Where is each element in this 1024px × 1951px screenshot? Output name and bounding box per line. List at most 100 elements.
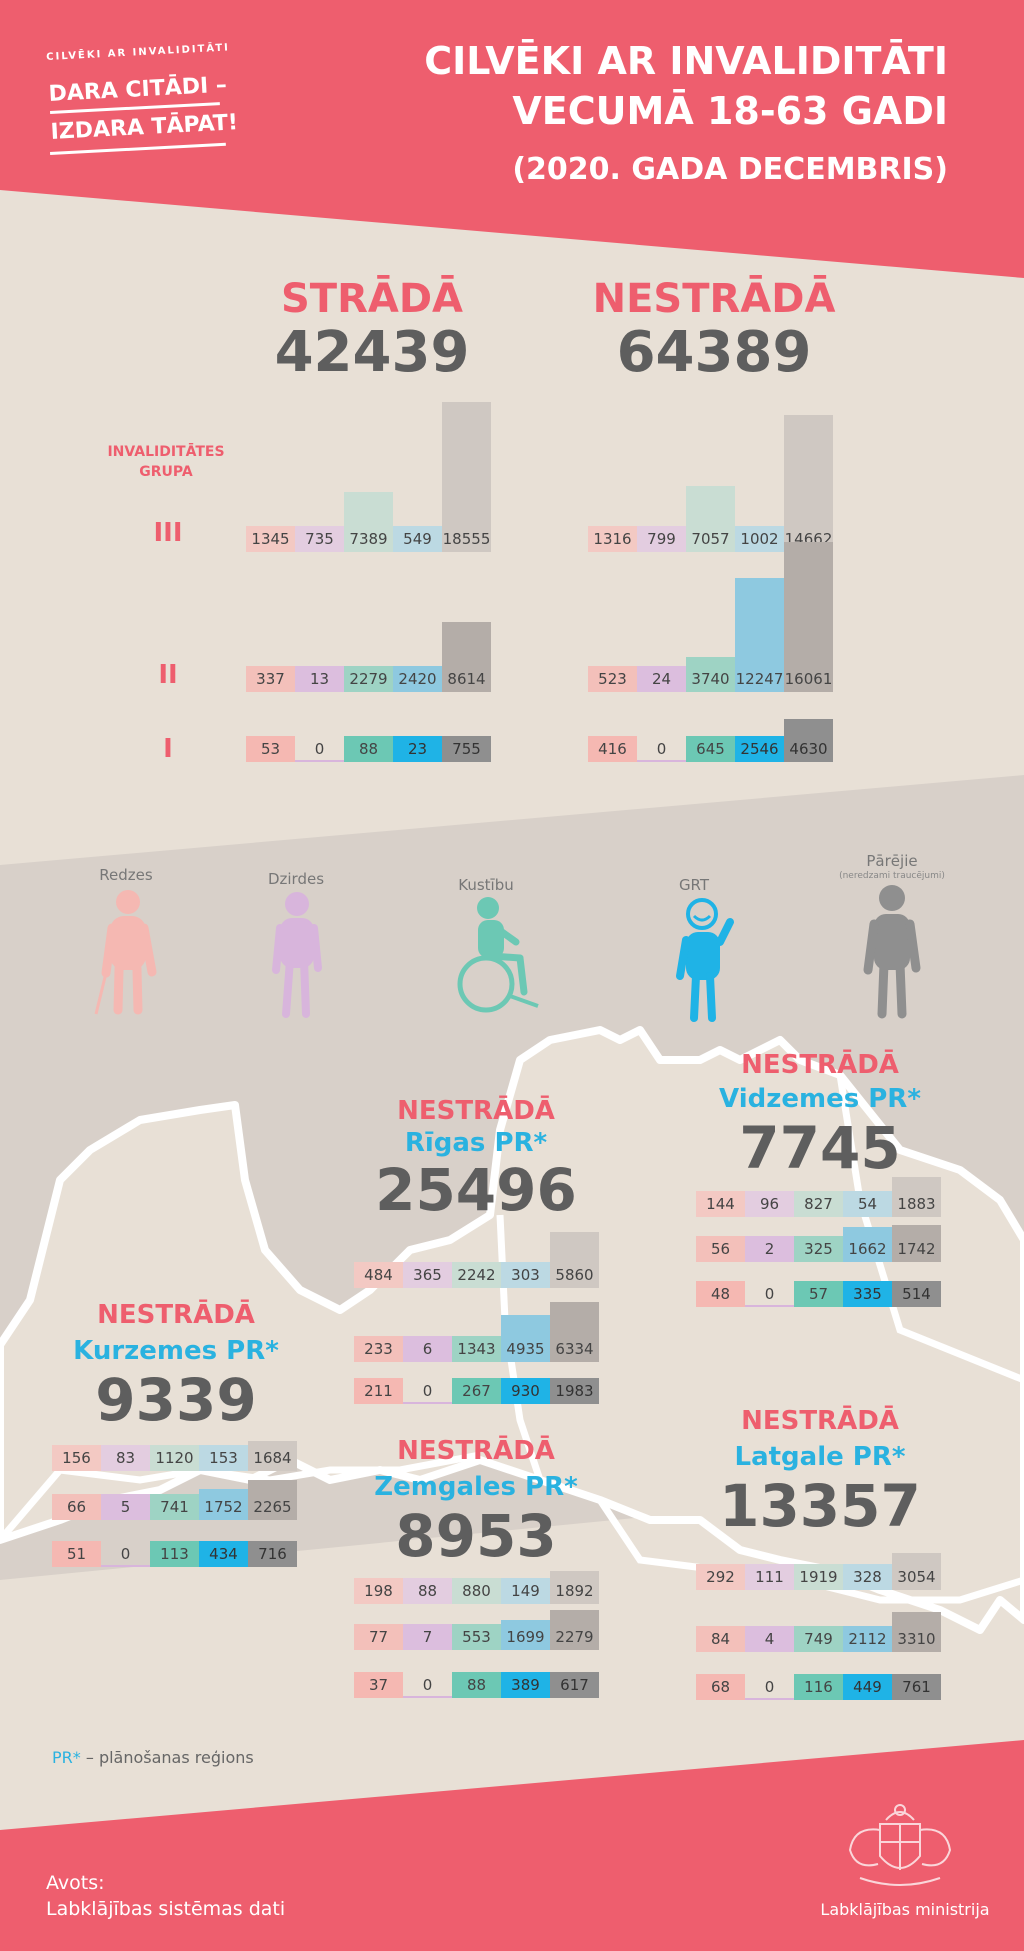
value-label: 88: [417, 1582, 438, 1600]
value-label: 2112: [848, 1630, 887, 1648]
value-label: 5860: [555, 1266, 594, 1284]
value-label: 153: [209, 1449, 238, 1467]
working-total: 42439: [274, 320, 470, 385]
value-label: 0: [120, 1545, 131, 1563]
bar-3-iii-redzes: [696, 1191, 745, 1217]
bar-6-iii-parejie: [892, 1553, 941, 1590]
value-label: 325: [804, 1240, 833, 1258]
value-label: 77: [368, 1628, 389, 1646]
bar-1-i-dzirdes: [637, 736, 686, 762]
value-label: 645: [696, 740, 725, 758]
value-label: 1684: [253, 1449, 292, 1467]
bar-2-ii-redzes: [354, 1336, 403, 1362]
value-label: 1752: [204, 1498, 243, 1516]
bar-4-ii-redzes: [52, 1494, 101, 1520]
bar-0-iii-parejie: [442, 402, 491, 552]
value-label: 1002: [740, 530, 779, 548]
value-label: 1699: [506, 1628, 545, 1646]
value-label: 749: [804, 1630, 833, 1648]
bar-5-i-kustibu: [452, 1672, 501, 1698]
value-label: 1883: [897, 1195, 936, 1213]
value-label: 716: [258, 1545, 287, 1563]
bar-4-iii-redzes: [52, 1445, 101, 1471]
latgale-status: NESTRĀDĀ: [741, 1406, 899, 1436]
group-label-iii: III: [153, 518, 183, 548]
bar-0-i-redzes: [246, 736, 295, 762]
value-label: 449: [853, 1678, 882, 1696]
bar-1-iii-dzirdes: [637, 526, 686, 552]
value-label: 799: [647, 530, 676, 548]
bar-5-ii-parejie: [550, 1610, 599, 1650]
value-label: 57: [808, 1285, 829, 1303]
bar-4-i-redzes: [52, 1541, 101, 1567]
bar-0-iii-dzirdes: [295, 526, 344, 552]
value-label: 335: [853, 1285, 882, 1303]
rigas-name: Rīgas PR*: [404, 1128, 548, 1158]
bar-4-ii-dzirdes: [101, 1494, 150, 1520]
bar-2-ii-dzirdes: [403, 1336, 452, 1362]
kurzemes-name: Kurzemes PR*: [73, 1336, 279, 1366]
bar-5-ii-redzes: [354, 1624, 403, 1650]
bar-2-i-dzirdes: [403, 1378, 452, 1404]
bar-0-iii-kustibu: [344, 492, 393, 552]
value-label: 880: [462, 1582, 491, 1600]
value-label: 54: [857, 1195, 878, 1213]
value-label: 0: [764, 1678, 775, 1696]
zemgales-total: 8953: [395, 1502, 557, 1570]
value-label: 2279: [555, 1628, 594, 1646]
category-label-grt: GRT: [678, 876, 710, 894]
value-label: 1316: [593, 530, 632, 548]
working-label: STRĀDĀ: [280, 276, 463, 322]
value-label: 755: [452, 740, 481, 758]
value-label: 66: [66, 1498, 87, 1516]
value-label: 1892: [555, 1582, 594, 1600]
value-label: 328: [853, 1568, 882, 1586]
bar-5-iii-parejie: [550, 1570, 599, 1604]
bar-6-ii-kustibu: [794, 1626, 843, 1652]
bar-5-i-dzirdes: [403, 1672, 452, 1698]
category-label-parejie: Pārējie: [866, 852, 918, 870]
category-sublabel-parejie: (neredzami traucējumi): [839, 871, 945, 881]
value-label: 514: [902, 1285, 931, 1303]
value-label: 1345: [251, 530, 290, 548]
bar-3-iii-dzirdes: [745, 1191, 794, 1217]
value-label: 144: [706, 1195, 735, 1213]
value-label: 6: [422, 1340, 433, 1358]
value-label: 5: [120, 1498, 131, 1516]
bar-6-i-redzes: [696, 1674, 745, 1700]
bar-3-i-redzes: [696, 1281, 745, 1307]
value-label: 4630: [789, 740, 828, 758]
value-label: 83: [115, 1449, 136, 1467]
bar-0-ii-redzes: [246, 666, 295, 692]
bar-3-ii-parejie: [892, 1224, 941, 1262]
bar-5-i-grt: [501, 1672, 550, 1698]
wheelchair-user-icon: [457, 897, 539, 1013]
smiling-person-icon: [676, 898, 734, 1022]
value-label: 523: [598, 670, 627, 688]
bar-4-i-kustibu: [150, 1541, 199, 1567]
value-label: 6334: [555, 1340, 594, 1358]
bar-3-i-kustibu: [794, 1281, 843, 1307]
bar-3-ii-grt: [843, 1226, 892, 1262]
bar-6-iii-grt: [843, 1564, 892, 1590]
source-text: Labklājības sistēmas dati: [46, 1898, 286, 1920]
bar-1-i-grt: [735, 736, 784, 762]
bar-5-i-parejie: [550, 1672, 599, 1698]
bar-3-iii-grt: [843, 1191, 892, 1217]
bar-2-iii-grt: [501, 1262, 550, 1288]
value-label: 88: [358, 740, 379, 758]
bar-3-i-grt: [843, 1281, 892, 1307]
value-label: 2420: [398, 670, 437, 688]
bar-2-iii-dzirdes: [403, 1262, 452, 1288]
bar-3-iii-parejie: [892, 1177, 941, 1217]
value-label: 233: [364, 1340, 393, 1358]
value-label: 7057: [691, 530, 730, 548]
bar-6-iii-kustibu: [794, 1564, 843, 1590]
category-label-kustibu: Kustību: [458, 876, 514, 894]
vidzemes-status: NESTRĀDĀ: [741, 1050, 899, 1080]
value-label: 267: [462, 1382, 491, 1400]
bar-5-i-redzes: [354, 1672, 403, 1698]
value-label: 48: [710, 1285, 731, 1303]
bar-1-i-redzes: [588, 736, 637, 762]
